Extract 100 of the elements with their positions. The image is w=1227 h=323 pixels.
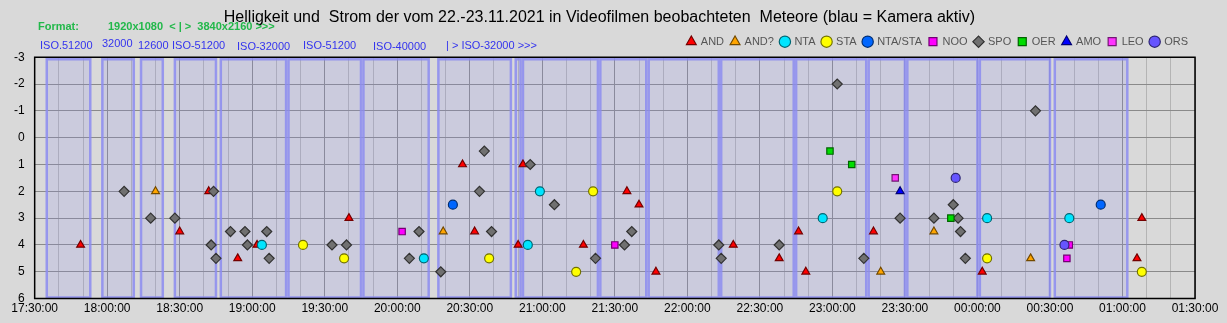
legend-label: AND xyxy=(700,34,725,47)
y-tick-label: 2 xyxy=(17,183,25,198)
y-tick-label: -3 xyxy=(14,49,25,64)
point xyxy=(929,226,939,235)
point xyxy=(76,239,86,248)
point xyxy=(959,252,971,264)
text: ISO-32000 xyxy=(237,40,291,52)
point xyxy=(548,199,560,211)
point xyxy=(831,78,843,90)
point xyxy=(145,212,157,224)
point xyxy=(470,226,480,235)
y-tick-label: -1 xyxy=(14,103,25,118)
point xyxy=(340,239,353,251)
x-tick-label: 19:30:00 xyxy=(301,301,349,316)
point xyxy=(484,253,495,264)
y-tick-label: 1 xyxy=(17,156,25,171)
x-tick-label: 22:00:00 xyxy=(664,301,712,316)
point xyxy=(524,158,536,171)
point xyxy=(473,185,486,197)
point xyxy=(344,213,354,221)
point xyxy=(485,225,498,238)
legend-label: AMO xyxy=(1076,34,1102,47)
point xyxy=(435,266,447,278)
x-tick-label: 23:30:00 xyxy=(881,301,929,316)
point xyxy=(210,252,222,264)
point xyxy=(947,214,955,222)
legend-label: STA xyxy=(836,34,858,47)
point xyxy=(858,252,870,264)
point xyxy=(847,160,856,169)
point xyxy=(1059,239,1070,251)
point xyxy=(1095,199,1106,210)
x-tick-label: 21:30:00 xyxy=(591,301,639,316)
point xyxy=(571,266,582,277)
text: ISO-51200 xyxy=(303,39,357,51)
y-tick-label: 0 xyxy=(17,129,25,144)
point xyxy=(589,252,602,264)
legend-label: NOO xyxy=(942,34,968,47)
text: 12600 xyxy=(138,39,169,51)
point xyxy=(233,253,243,262)
point xyxy=(1064,213,1075,224)
point xyxy=(713,239,725,251)
point xyxy=(826,147,834,155)
point xyxy=(398,227,406,236)
text: | > ISO-32000 >>> xyxy=(446,39,537,51)
point xyxy=(1029,105,1042,117)
point xyxy=(241,239,253,251)
legend-label: NTA/STA xyxy=(877,34,923,47)
point xyxy=(954,225,967,238)
point xyxy=(207,185,220,197)
point xyxy=(622,186,632,195)
point xyxy=(413,225,425,238)
x-tick-label: 23:00:00 xyxy=(809,301,857,316)
point xyxy=(1137,213,1147,221)
legend-label: OER xyxy=(1031,34,1056,47)
point xyxy=(261,225,273,238)
legend-label: NTA xyxy=(794,34,817,47)
legend-label: AND? xyxy=(744,34,774,47)
point xyxy=(947,199,959,211)
x-tick-label: 22:30:00 xyxy=(736,301,784,316)
point xyxy=(1063,254,1071,263)
point xyxy=(869,226,878,235)
text: ISO-40000 xyxy=(373,40,427,52)
point xyxy=(626,225,638,238)
x-tick-label: 20:00:00 xyxy=(373,301,421,316)
text: Format: xyxy=(38,20,79,32)
point xyxy=(950,172,961,183)
point xyxy=(447,199,458,210)
x-tick-label: 00:30:00 xyxy=(1026,301,1074,316)
point xyxy=(618,239,631,251)
text: ISO.51200 xyxy=(40,39,93,51)
point xyxy=(175,226,185,235)
point xyxy=(205,239,217,251)
point xyxy=(651,266,661,275)
point xyxy=(239,225,251,238)
point xyxy=(326,239,338,251)
text: ISO-51200 xyxy=(172,39,226,51)
y-tick-label: 5 xyxy=(17,264,25,279)
point xyxy=(534,186,545,197)
point xyxy=(118,185,130,197)
point xyxy=(611,241,619,249)
point xyxy=(418,253,429,264)
point xyxy=(982,213,993,224)
point xyxy=(891,174,900,182)
x-tick-label: 18:30:00 xyxy=(156,301,204,316)
x-tick-label: 00:00:00 xyxy=(954,301,1002,316)
point xyxy=(458,159,468,168)
point xyxy=(894,212,906,224)
point xyxy=(982,253,993,264)
y-tick-label: -2 xyxy=(14,76,25,91)
point xyxy=(774,253,784,262)
point xyxy=(169,212,181,224)
point xyxy=(1026,253,1036,262)
point xyxy=(151,186,161,195)
point xyxy=(817,213,828,224)
point xyxy=(801,266,811,275)
point xyxy=(895,186,905,195)
point xyxy=(578,239,588,248)
point xyxy=(794,226,804,235)
point xyxy=(773,239,785,251)
legend-label: ORS xyxy=(1164,34,1189,47)
